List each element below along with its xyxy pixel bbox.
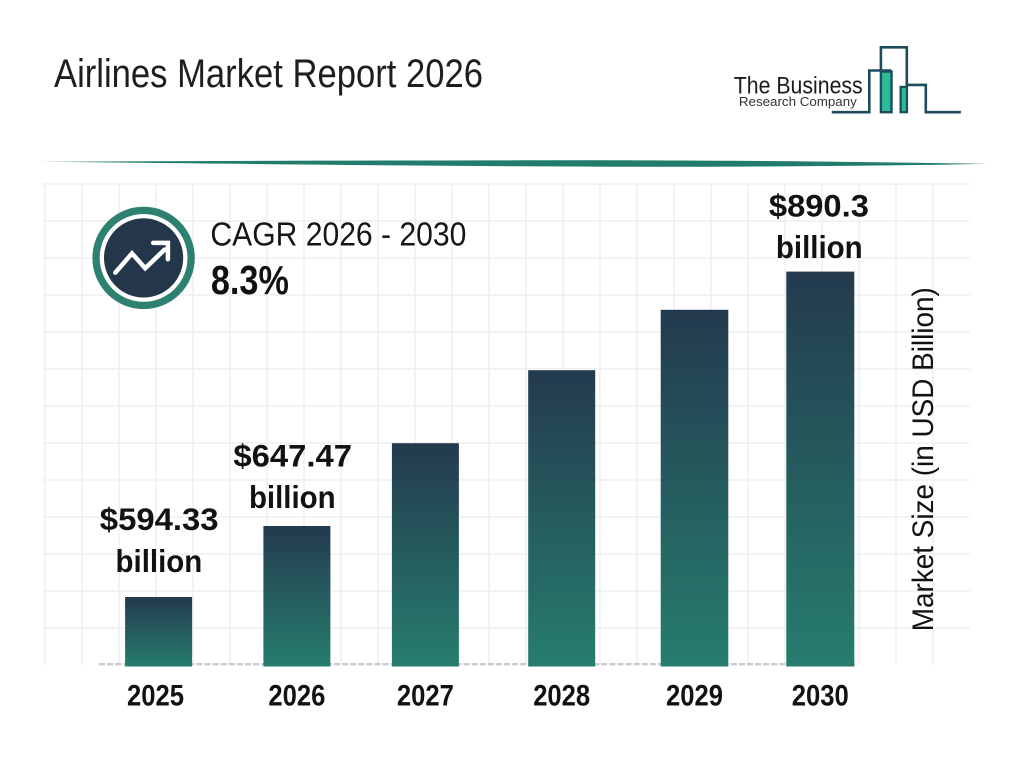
svg-text:Market Size (in USD Billion): Market Size (in USD Billion) (907, 287, 940, 631)
svg-text:2025: 2025 (127, 679, 184, 712)
svg-text:billion: billion (776, 229, 863, 265)
svg-text:The Business: The Business (734, 73, 863, 100)
svg-text:Airlines Market Report 2026: Airlines Market Report 2026 (54, 52, 483, 96)
svg-text:2030: 2030 (792, 679, 849, 712)
svg-text:billion: billion (116, 543, 203, 579)
svg-text:2026: 2026 (268, 679, 325, 712)
svg-text:2029: 2029 (666, 679, 723, 712)
svg-text:$594.33: $594.33 (100, 501, 219, 537)
svg-text:$890.3: $890.3 (769, 187, 869, 223)
svg-text:$647.47: $647.47 (233, 437, 352, 473)
svg-text:CAGR 2026 - 2030: CAGR 2026 - 2030 (210, 216, 466, 253)
svg-text:8.3%: 8.3% (211, 257, 289, 303)
svg-text:billion: billion (249, 479, 336, 515)
svg-text:2028: 2028 (533, 679, 590, 712)
svg-text:Research Company: Research Company (739, 94, 857, 109)
svg-text:2027: 2027 (397, 679, 454, 712)
